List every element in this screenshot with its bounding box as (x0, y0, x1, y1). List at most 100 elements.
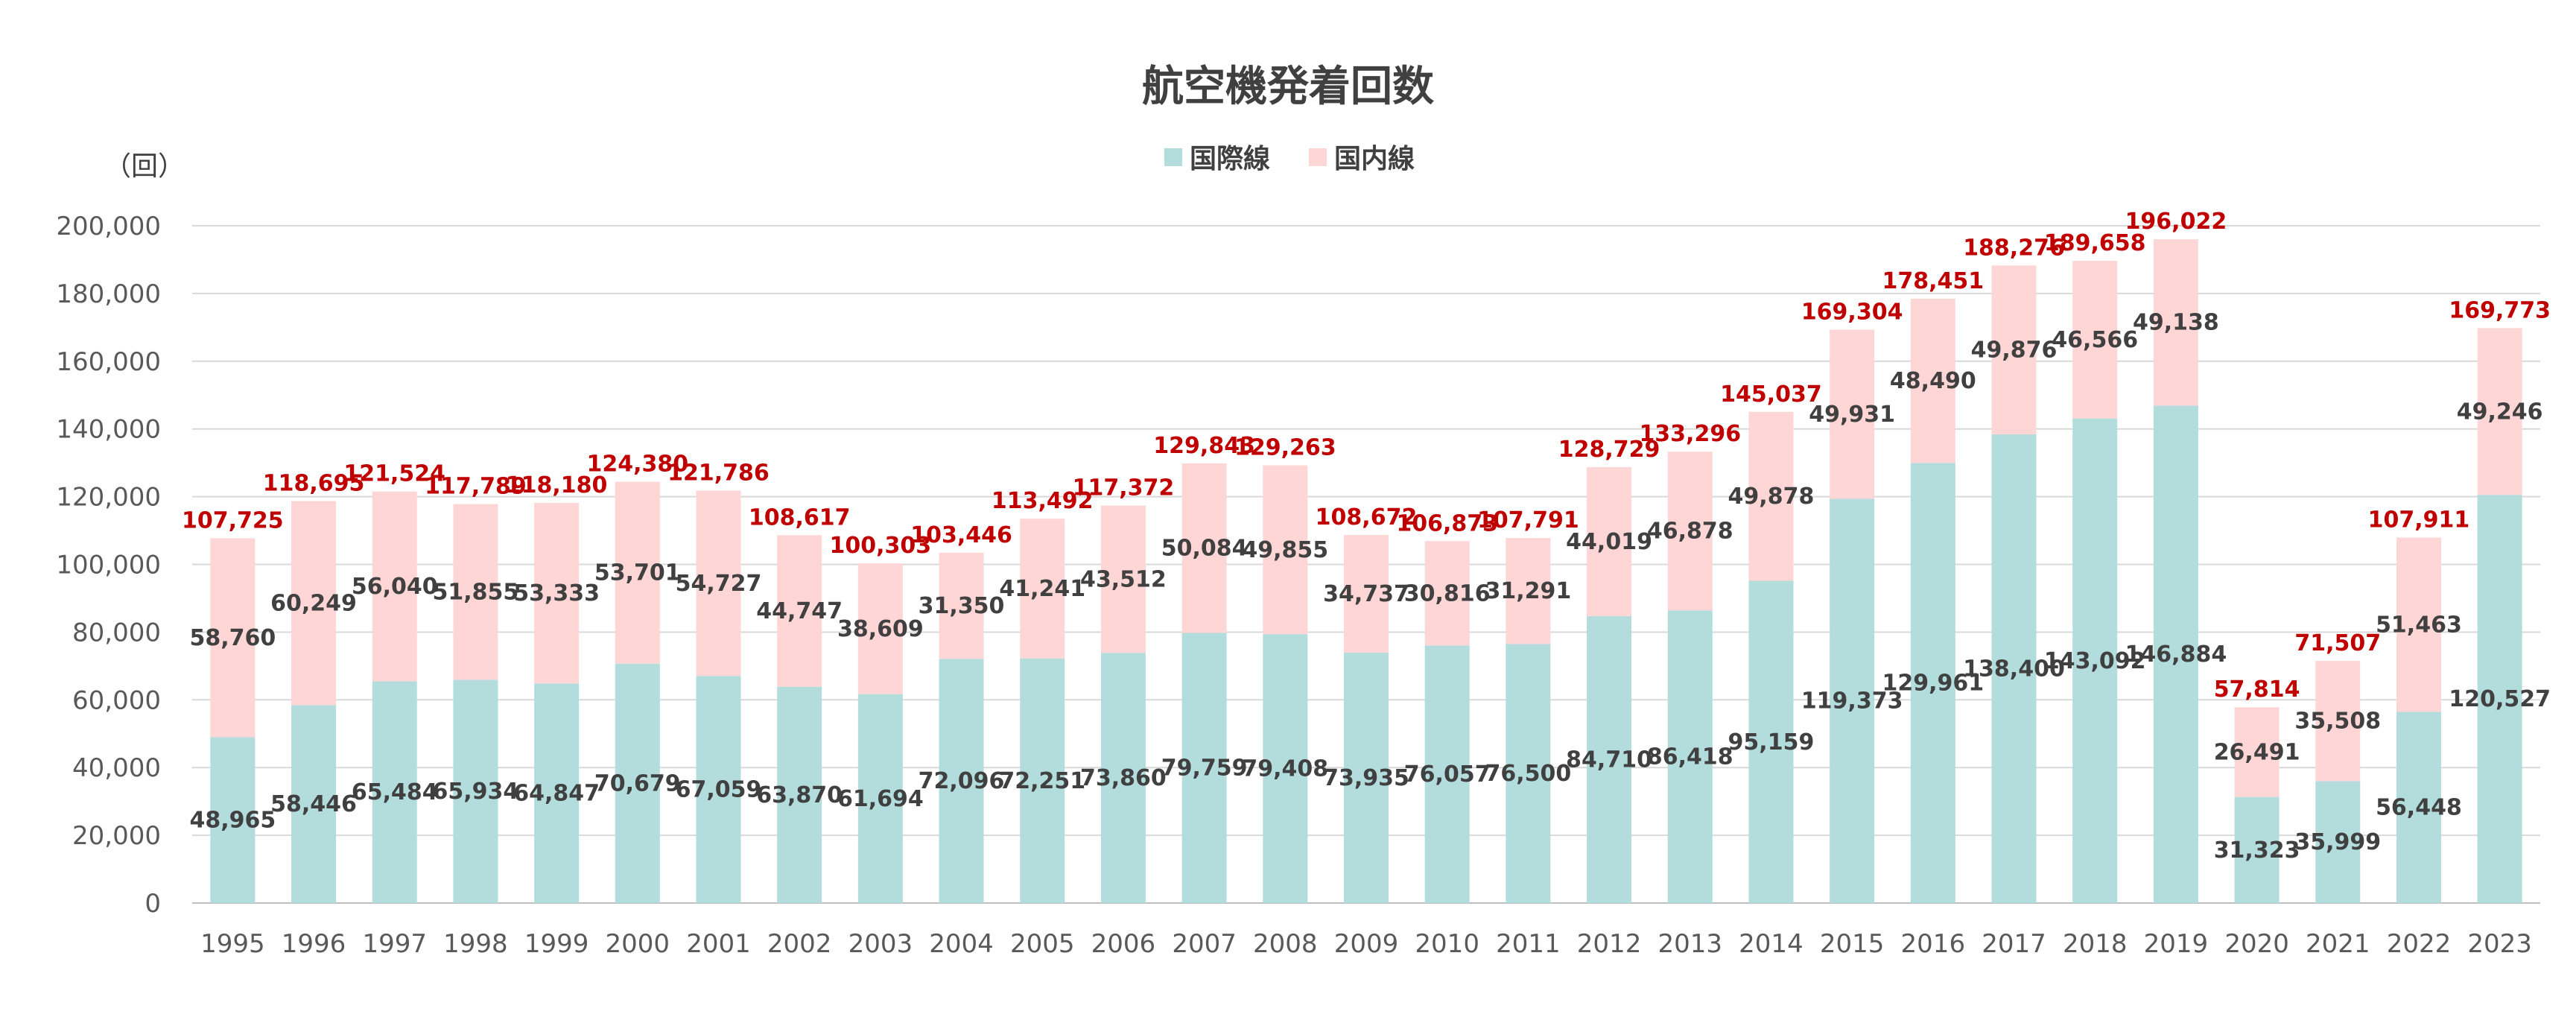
data-label-total: 107,725 (182, 507, 284, 533)
data-label-international: 65,484 (352, 779, 438, 805)
x-tick-label: 2008 (1253, 929, 1318, 959)
data-label-international: 73,935 (1323, 765, 1409, 791)
bar-domestic (1020, 519, 1065, 659)
bar-international (857, 694, 903, 903)
data-label-domestic: 44,019 (1566, 529, 1652, 555)
bar-international (2315, 781, 2361, 903)
data-label-total: 100,303 (830, 533, 932, 559)
x-tick-label: 2015 (1820, 929, 1885, 959)
bar-domestic (1100, 505, 1146, 653)
data-label-domestic: 41,241 (999, 576, 1085, 602)
bar-international (1830, 498, 1875, 903)
data-label-international: 72,096 (919, 768, 1005, 794)
bars (210, 239, 2522, 903)
x-tick-label: 2003 (848, 929, 913, 959)
data-label-domestic: 60,249 (270, 590, 357, 616)
data-label-international: 95,159 (1728, 729, 1815, 756)
bar-international (1344, 652, 1389, 903)
y-tick-label: 80,000 (72, 618, 161, 647)
data-label-international: 76,500 (1485, 761, 1571, 787)
data-label-international: 64,847 (513, 781, 600, 807)
data-label-domestic: 53,333 (513, 580, 600, 606)
data-label-total: 178,451 (1882, 268, 1985, 294)
data-label-total: 117,789 (425, 474, 527, 500)
bar-international (1506, 644, 1551, 903)
data-label-total: 108,617 (749, 504, 851, 530)
x-tick-label: 1999 (524, 929, 589, 959)
bar-domestic (615, 481, 660, 664)
data-label-international: 70,679 (594, 770, 681, 796)
bar-international (453, 680, 498, 903)
bar-domestic (1910, 298, 1955, 463)
bar-international (1424, 645, 1470, 903)
data-label-domestic: 56,040 (352, 574, 438, 600)
data-label-international: 76,057 (1404, 761, 1491, 788)
data-label-total: 121,786 (667, 460, 770, 486)
x-axis-ticks: 1995 1996 1997 1998 1999 2000 2001 2002 2003 2004… (200, 929, 2532, 959)
data-label-domestic: 49,876 (1971, 338, 2058, 364)
bar-domestic (1344, 535, 1389, 653)
data-label-international: 63,870 (756, 782, 843, 808)
bar-international (2396, 712, 2441, 903)
data-label-international: 56,448 (2376, 795, 2462, 821)
data-label-domestic: 35,508 (2294, 709, 2381, 735)
data-label-domestic: 26,491 (2214, 739, 2300, 765)
bar-international (1910, 463, 1955, 903)
data-label-total: 145,037 (1720, 381, 1822, 408)
legend-label-international: 国際線 (1190, 144, 1270, 174)
bar-domestic (857, 563, 903, 694)
bar-international (615, 663, 660, 903)
x-tick-label: 2013 (1657, 929, 1722, 959)
data-label-domestic: 31,350 (919, 593, 1005, 619)
data-label-domestic: 49,855 (1242, 537, 1328, 563)
y-tick-label: 40,000 (72, 753, 161, 783)
bar-international (2234, 796, 2280, 903)
x-tick-label: 2019 (2144, 929, 2209, 959)
bar-domestic (453, 504, 498, 680)
y-tick-label: 0 (145, 889, 161, 919)
legend-swatch-international (1164, 148, 1182, 166)
bar-international (2072, 418, 2118, 903)
x-tick-label: 2012 (1577, 929, 1642, 959)
bar-international (1100, 653, 1146, 903)
x-tick-label: 2001 (686, 929, 751, 959)
bar-domestic (1263, 465, 1308, 635)
data-label-total: 121,524 (343, 461, 445, 487)
data-label-total: 169,304 (1801, 300, 1903, 326)
data-label-domestic: 51,855 (433, 579, 519, 605)
bar-domestic (210, 538, 256, 738)
data-label-total: 107,911 (2368, 507, 2470, 533)
bar-domestic (777, 535, 822, 687)
data-label-domestic: 49,878 (1728, 484, 1815, 510)
x-tick-label: 2005 (1010, 929, 1075, 959)
y-axis-ticks: 0 20,000 40,000 60,000 80,000 100,000 120,000 1… (56, 212, 161, 919)
x-tick-label: 2021 (2306, 929, 2370, 959)
data-label-total: 129,263 (1234, 434, 1336, 460)
bar-international (1020, 658, 1065, 903)
data-label-domestic: 44,747 (756, 598, 843, 624)
bar-domestic (939, 552, 984, 659)
bar-international (696, 676, 741, 903)
data-label-domestic: 53,701 (594, 560, 681, 586)
y-tick-label: 120,000 (56, 483, 161, 513)
x-tick-label: 1997 (362, 929, 427, 959)
data-label-total: 71,507 (2294, 630, 2381, 656)
data-label-domestic: 49,246 (2457, 399, 2543, 425)
bar-domestic (2072, 261, 2118, 419)
data-label-international: 138,400 (1963, 656, 2065, 682)
data-label-international: 79,759 (1161, 756, 1248, 782)
x-tick-label: 2020 (2224, 929, 2289, 959)
legend-label-domestic: 国内線 (1334, 144, 1415, 174)
x-tick-label: 2014 (1739, 929, 1803, 959)
data-label-domestic: 38,609 (837, 616, 924, 642)
data-label-total: 118,180 (506, 472, 608, 498)
legend-swatch-domestic (1309, 148, 1327, 166)
x-tick-label: 2007 (1172, 929, 1237, 959)
data-label-international: 48,965 (189, 808, 276, 834)
data-label-international: 120,527 (2449, 686, 2551, 712)
data-label-total: 57,814 (2214, 677, 2300, 703)
data-label-total: 133,296 (1639, 421, 1741, 447)
bar-domestic (1587, 466, 1632, 616)
data-label-domestic: 54,727 (676, 571, 762, 597)
